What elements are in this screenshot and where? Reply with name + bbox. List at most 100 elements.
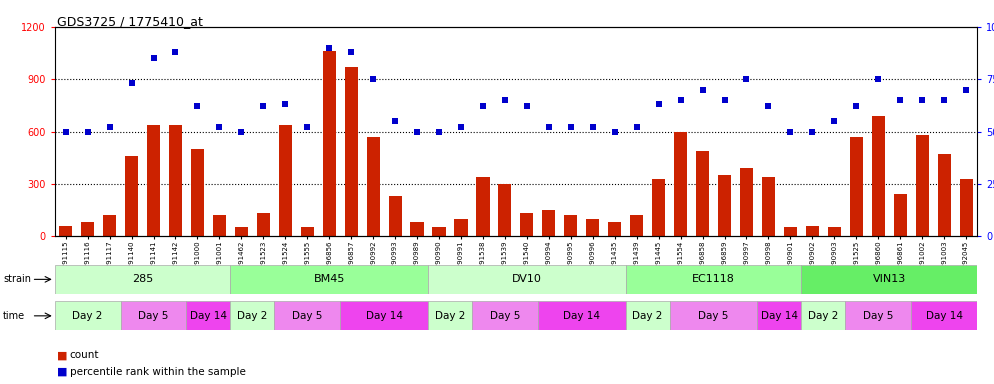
Bar bbox=[278, 124, 292, 236]
Bar bbox=[718, 175, 732, 236]
Bar bbox=[323, 51, 336, 236]
Point bbox=[123, 80, 139, 86]
Bar bbox=[937, 154, 950, 236]
Point bbox=[365, 76, 381, 82]
Text: strain: strain bbox=[3, 274, 31, 285]
Bar bbox=[959, 179, 973, 236]
Bar bbox=[894, 194, 907, 236]
Bar bbox=[125, 156, 138, 236]
Text: Day 14: Day 14 bbox=[190, 311, 227, 321]
Bar bbox=[55, 265, 231, 294]
Bar bbox=[231, 301, 274, 330]
Bar bbox=[428, 265, 625, 294]
Text: BM45: BM45 bbox=[313, 274, 345, 285]
Bar bbox=[872, 116, 885, 236]
Bar bbox=[845, 301, 911, 330]
Text: VIN13: VIN13 bbox=[873, 274, 906, 285]
Text: DV10: DV10 bbox=[512, 274, 542, 285]
Point bbox=[519, 103, 535, 109]
Bar bbox=[340, 301, 428, 330]
Text: Day 2: Day 2 bbox=[632, 311, 663, 321]
Text: GDS3725 / 1775410_at: GDS3725 / 1775410_at bbox=[57, 15, 203, 28]
Bar bbox=[806, 226, 819, 236]
Bar bbox=[565, 215, 578, 236]
Point bbox=[277, 101, 293, 108]
Bar bbox=[82, 222, 94, 236]
Point bbox=[145, 55, 161, 61]
Bar bbox=[55, 301, 120, 330]
Bar bbox=[538, 301, 625, 330]
Point bbox=[782, 128, 798, 135]
Bar bbox=[213, 215, 226, 236]
Bar bbox=[367, 137, 380, 236]
Point bbox=[804, 128, 820, 135]
Point bbox=[234, 128, 249, 135]
Point bbox=[651, 101, 667, 108]
Bar bbox=[235, 227, 248, 236]
Bar bbox=[300, 227, 314, 236]
Bar bbox=[670, 301, 757, 330]
Text: Day 14: Day 14 bbox=[564, 311, 600, 321]
Point bbox=[695, 87, 711, 93]
Point bbox=[58, 128, 74, 135]
Bar bbox=[476, 177, 489, 236]
Bar bbox=[256, 214, 270, 236]
Text: time: time bbox=[3, 311, 25, 321]
Point bbox=[893, 97, 909, 103]
Bar bbox=[432, 227, 445, 236]
Bar bbox=[498, 184, 512, 236]
Bar bbox=[543, 210, 556, 236]
Point bbox=[717, 97, 733, 103]
Point bbox=[255, 103, 271, 109]
Point bbox=[410, 128, 425, 135]
Bar bbox=[911, 301, 977, 330]
Point bbox=[475, 103, 491, 109]
Point bbox=[914, 97, 930, 103]
Point bbox=[387, 118, 403, 124]
Text: count: count bbox=[70, 350, 99, 360]
Text: ■: ■ bbox=[57, 367, 68, 377]
Bar bbox=[625, 301, 670, 330]
Bar bbox=[674, 131, 687, 236]
Text: ■: ■ bbox=[57, 350, 68, 360]
Bar bbox=[411, 222, 423, 236]
Point bbox=[958, 87, 974, 93]
Point bbox=[343, 49, 359, 55]
Text: EC1118: EC1118 bbox=[692, 274, 735, 285]
Text: Day 2: Day 2 bbox=[808, 311, 839, 321]
Point bbox=[673, 97, 689, 103]
Point bbox=[212, 124, 228, 131]
Bar bbox=[389, 196, 402, 236]
Bar bbox=[850, 137, 863, 236]
Bar bbox=[828, 227, 841, 236]
Bar bbox=[630, 215, 643, 236]
Point bbox=[606, 128, 622, 135]
Bar bbox=[801, 301, 845, 330]
Bar bbox=[801, 265, 977, 294]
Bar bbox=[740, 168, 753, 236]
Text: Day 14: Day 14 bbox=[925, 311, 962, 321]
Text: Day 5: Day 5 bbox=[292, 311, 322, 321]
Bar bbox=[120, 301, 187, 330]
Bar bbox=[696, 151, 709, 236]
Point bbox=[584, 124, 600, 131]
Bar bbox=[608, 222, 621, 236]
Text: Day 2: Day 2 bbox=[238, 311, 267, 321]
Point bbox=[101, 124, 117, 131]
Text: percentile rank within the sample: percentile rank within the sample bbox=[70, 367, 246, 377]
Text: Day 14: Day 14 bbox=[366, 311, 403, 321]
Bar bbox=[187, 301, 231, 330]
Point bbox=[190, 103, 206, 109]
Bar bbox=[761, 177, 775, 236]
Point bbox=[321, 45, 337, 51]
Point bbox=[299, 124, 315, 131]
Point bbox=[563, 124, 579, 131]
Bar bbox=[454, 219, 467, 236]
Point bbox=[453, 124, 469, 131]
Text: Day 5: Day 5 bbox=[699, 311, 729, 321]
Bar bbox=[274, 301, 340, 330]
Text: Day 2: Day 2 bbox=[434, 311, 465, 321]
Text: Day 2: Day 2 bbox=[73, 311, 102, 321]
Point bbox=[168, 49, 184, 55]
Bar bbox=[191, 149, 204, 236]
